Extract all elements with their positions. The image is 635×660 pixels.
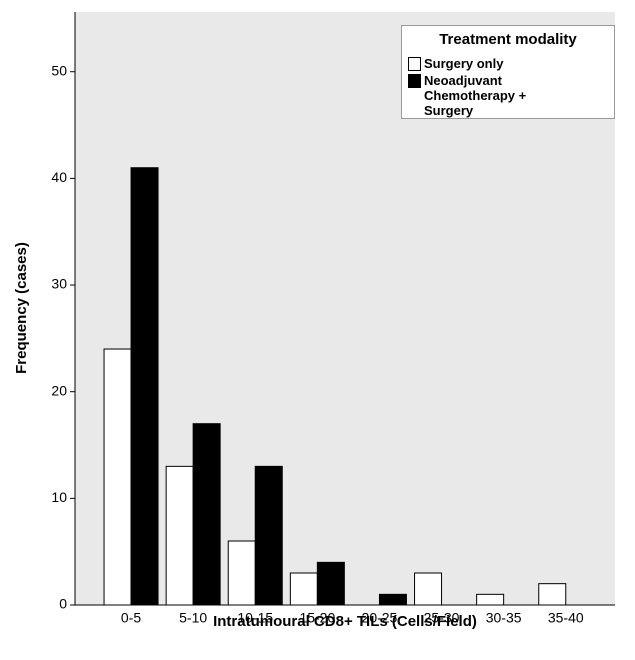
bar	[414, 572, 443, 606]
bar	[227, 540, 256, 606]
x-tick-label: 15-20	[299, 610, 335, 626]
x-tick-label: 25-30	[424, 610, 460, 626]
x-tick-label: 30-35	[486, 610, 522, 626]
bar	[378, 593, 407, 606]
y-tick-label: 20	[51, 382, 67, 398]
legend-entry: Surgery only	[408, 56, 608, 71]
y-axis-title: Frequency (cases)	[13, 242, 30, 374]
legend-swatch	[408, 57, 421, 71]
y-tick-label: 30	[51, 276, 67, 292]
legend-entry: Neoadjuvant Chemotherapy + Surgery	[408, 73, 608, 118]
x-tick-label: 20-25	[362, 610, 398, 626]
y-tick-label: 40	[51, 169, 67, 185]
bar	[130, 167, 159, 606]
bar	[165, 465, 194, 606]
bar	[316, 561, 345, 606]
y-tick-label: 0	[59, 596, 67, 612]
legend-swatch	[408, 74, 421, 88]
bar	[192, 423, 221, 606]
x-tick-label: 0-5	[121, 610, 141, 626]
y-tick-label: 50	[51, 62, 67, 78]
legend-title: Treatment modality	[439, 31, 577, 48]
x-tick-label: 10-15	[237, 610, 273, 626]
bar	[476, 593, 505, 606]
bar	[289, 572, 318, 606]
x-axis-title: Intratumoural CD8+ TILs (Cells/Field)	[213, 613, 477, 630]
bar	[254, 465, 283, 606]
y-tick-label: 10	[51, 489, 67, 505]
legend-label: Surgery only	[424, 56, 504, 71]
bar	[538, 583, 567, 606]
bar	[103, 348, 132, 606]
x-tick-label: 5-10	[179, 610, 207, 626]
legend: Treatment modality Surgery only Neoadjuva…	[401, 25, 615, 119]
x-tick-label: 35-40	[548, 610, 584, 626]
legend-label: Neoadjuvant Chemotherapy + Surgery	[424, 73, 527, 118]
